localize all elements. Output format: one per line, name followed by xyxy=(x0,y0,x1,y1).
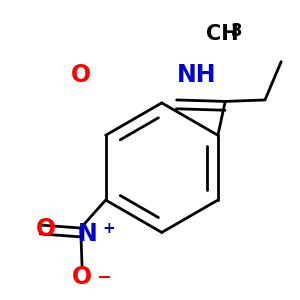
Text: N: N xyxy=(78,222,98,246)
Text: O: O xyxy=(72,265,92,289)
Text: +: + xyxy=(102,221,115,236)
Text: CH: CH xyxy=(206,24,238,44)
Text: −: − xyxy=(96,268,111,286)
Text: O: O xyxy=(35,218,56,242)
Text: 3: 3 xyxy=(231,22,243,40)
Text: NH: NH xyxy=(177,63,217,87)
Text: O: O xyxy=(71,63,91,87)
